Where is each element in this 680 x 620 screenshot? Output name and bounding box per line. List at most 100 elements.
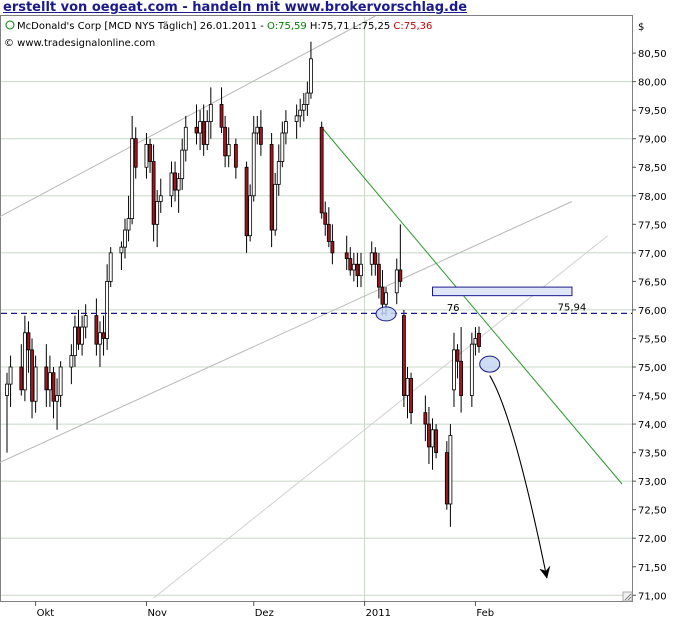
open-value: O:75,59	[267, 21, 307, 32]
candle	[273, 172, 278, 236]
candle-body	[384, 292, 388, 305]
high-value: H:75,71	[310, 21, 350, 32]
candle	[19, 344, 24, 396]
y-tick-label: 72,00	[638, 534, 667, 545]
candle	[169, 161, 174, 208]
candle-body	[473, 338, 478, 345]
candle-body	[176, 178, 181, 191]
candle	[233, 138, 238, 179]
candle-body	[309, 58, 313, 94]
support-marker	[375, 306, 397, 322]
candle-body	[319, 126, 324, 214]
candle-body	[55, 395, 59, 402]
downtrend-line	[321, 126, 623, 485]
candle-body	[108, 252, 113, 282]
y-tick-label: 77,50	[638, 220, 667, 231]
candle-body	[198, 121, 202, 134]
middle-channel-line	[0, 201, 573, 463]
source-label: © www.tradesignalonline.com	[4, 38, 155, 49]
candle-body	[22, 332, 27, 391]
candle-body	[369, 252, 374, 265]
resize-corner-icon[interactable]	[622, 591, 633, 602]
instrument-label: McDonald's Corp [MCD NYS Täglich] 26.01.…	[17, 21, 267, 32]
candle	[251, 115, 256, 202]
level-label: 75,94	[558, 302, 587, 313]
candle-body	[301, 104, 306, 111]
candle-body	[255, 126, 260, 134]
candle	[22, 315, 27, 402]
candle-body	[51, 372, 56, 402]
candle-body	[83, 315, 88, 328]
candle-body	[452, 349, 456, 391]
candle-body	[173, 172, 177, 191]
instrument-info: McDonald's Corp [MCD NYS Täglich] 26.01.…	[17, 21, 432, 32]
candle	[402, 309, 406, 407]
candle-body	[323, 212, 328, 225]
x-tick-label: Nov	[147, 608, 167, 619]
x-tick-label: Feb	[476, 608, 494, 619]
candle-body	[8, 366, 13, 385]
candle	[119, 241, 124, 270]
y-tick-label: 71,00	[638, 591, 667, 602]
candle-body	[98, 332, 102, 345]
candle	[133, 127, 138, 179]
candle	[452, 332, 456, 407]
candle-body	[119, 246, 124, 254]
candle-body	[148, 144, 152, 162]
resistance-zone	[432, 286, 573, 297]
candle-body	[144, 144, 149, 168]
candle	[155, 190, 160, 248]
candle	[469, 332, 474, 407]
candle-body	[123, 229, 127, 248]
candle	[430, 418, 435, 470]
y-tick-label: 77,00	[638, 249, 667, 260]
candle-body	[30, 349, 34, 402]
y-tick-label: 74,50	[638, 392, 667, 403]
candle	[198, 110, 202, 151]
candle-body	[448, 435, 453, 505]
candle	[8, 355, 13, 407]
candle	[409, 372, 413, 425]
candle	[176, 172, 181, 213]
candle-body	[158, 195, 163, 202]
resistance-label: 76	[447, 303, 460, 314]
candle-body	[380, 286, 385, 305]
candle-body	[294, 115, 299, 122]
candle-body	[348, 258, 353, 271]
candles	[5, 41, 481, 527]
candle	[405, 367, 410, 419]
candle	[194, 104, 199, 145]
candle	[344, 235, 349, 270]
candle-body	[233, 144, 238, 168]
y-tick-label: 73,50	[638, 449, 667, 460]
candle	[151, 144, 156, 242]
candle-body	[155, 201, 160, 225]
candle	[473, 327, 478, 356]
candle	[26, 321, 31, 373]
candle-body	[130, 138, 135, 220]
candle	[48, 355, 52, 407]
candle	[33, 355, 38, 413]
candle-body	[330, 241, 335, 254]
candle	[30, 338, 34, 419]
candle	[69, 344, 74, 385]
candle	[223, 115, 228, 168]
candle	[369, 241, 374, 276]
candle-body	[269, 144, 274, 231]
candle	[73, 315, 77, 367]
candle-body	[201, 121, 206, 145]
candle-body	[351, 263, 356, 271]
y-tick-label: 72,50	[638, 506, 667, 517]
candle-body	[455, 349, 460, 362]
x-axis: Okt Nov Dez 2011 Feb	[35, 601, 494, 619]
candle-body	[183, 126, 188, 151]
candle	[205, 110, 210, 151]
candle-body	[76, 326, 81, 345]
candle-body	[169, 172, 174, 197]
candle-body	[73, 326, 77, 356]
candle-body	[355, 263, 360, 277]
candle	[44, 344, 49, 407]
candle-body	[69, 355, 74, 368]
candle-body	[48, 372, 52, 391]
candle-body	[44, 366, 49, 391]
